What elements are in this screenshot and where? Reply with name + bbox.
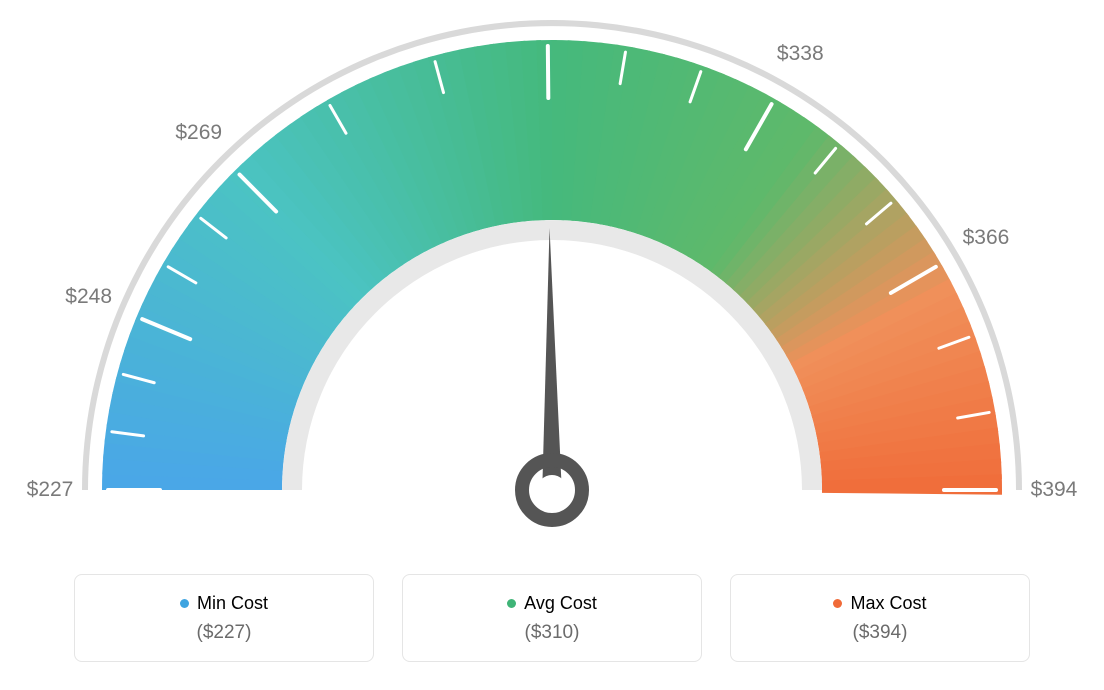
legend-label-min: Min Cost: [197, 593, 268, 614]
gauge-tick-label: $227: [27, 478, 74, 502]
gauge-tick-label: $338: [777, 42, 824, 66]
legend-row: Min Cost ($227) Avg Cost ($310) Max Cost…: [0, 574, 1104, 662]
legend-dot-avg: [507, 599, 516, 608]
legend-title-avg: Avg Cost: [507, 593, 597, 614]
legend-card-max: Max Cost ($394): [730, 574, 1030, 662]
gauge-svg: [0, 0, 1104, 560]
gauge-tick-label: $248: [65, 285, 112, 309]
legend-label-avg: Avg Cost: [524, 593, 597, 614]
legend-label-max: Max Cost: [850, 593, 926, 614]
gauge-tick-label: $269: [175, 121, 222, 145]
legend-dot-max: [833, 599, 842, 608]
legend-title-max: Max Cost: [833, 593, 926, 614]
legend-value-min: ($227): [197, 622, 252, 644]
legend-title-min: Min Cost: [180, 593, 268, 614]
gauge-tick-label: $366: [963, 226, 1010, 250]
legend-value-avg: ($310): [525, 622, 580, 644]
gauge-area: $227$248$269$310$338$366$394: [0, 0, 1104, 560]
gauge-tick-label: $394: [1031, 478, 1078, 502]
cost-gauge-chart: $227$248$269$310$338$366$394 Min Cost ($…: [0, 0, 1104, 690]
legend-card-avg: Avg Cost ($310): [402, 574, 702, 662]
legend-dot-min: [180, 599, 189, 608]
legend-value-max: ($394): [853, 622, 908, 644]
legend-card-min: Min Cost ($227): [74, 574, 374, 662]
